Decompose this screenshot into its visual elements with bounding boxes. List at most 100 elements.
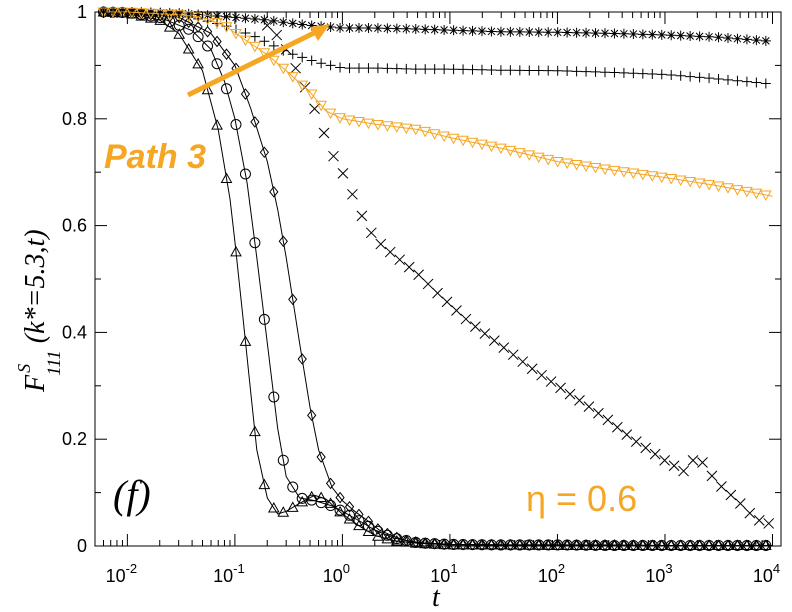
x-tick-base: 10 xyxy=(430,566,450,586)
data-point xyxy=(403,261,415,273)
data-point xyxy=(363,515,374,528)
data-point xyxy=(286,72,299,83)
data-point xyxy=(723,539,733,552)
data-point xyxy=(732,33,743,44)
data-point xyxy=(742,539,752,552)
data-point xyxy=(637,29,648,40)
data-point xyxy=(599,67,610,78)
data-point xyxy=(640,442,652,454)
data-point xyxy=(316,451,326,463)
data-point xyxy=(583,401,595,412)
data-point xyxy=(268,391,280,403)
data-point xyxy=(665,174,678,185)
data-point xyxy=(391,23,402,34)
data-point xyxy=(684,539,696,550)
data-point xyxy=(619,539,629,551)
data-point xyxy=(734,498,746,509)
data-point xyxy=(296,495,309,507)
data-point xyxy=(685,71,696,82)
data-point xyxy=(666,69,677,80)
data-point xyxy=(220,22,233,33)
data-point xyxy=(581,66,592,77)
data-point xyxy=(580,161,592,173)
data-point xyxy=(703,539,715,550)
data-point xyxy=(438,131,450,143)
data-point xyxy=(305,89,318,101)
data-point xyxy=(173,10,186,21)
y-axis-label: FS 111 (k*=5.3,t) xyxy=(14,229,65,393)
data-point xyxy=(562,27,573,38)
data-point xyxy=(328,150,339,162)
data-point xyxy=(324,497,337,508)
data-point xyxy=(476,64,487,75)
data-point xyxy=(751,539,762,552)
data-point xyxy=(287,18,298,29)
data-point xyxy=(458,538,468,551)
data-point xyxy=(533,65,544,76)
data-point xyxy=(657,539,667,552)
data-point xyxy=(344,509,356,521)
data-point xyxy=(526,363,538,375)
data-point xyxy=(590,66,601,77)
data-point xyxy=(466,137,479,149)
data-point xyxy=(135,8,148,19)
data-point xyxy=(392,531,402,544)
data-point xyxy=(432,287,443,299)
data-point xyxy=(602,414,614,426)
data-point xyxy=(524,27,535,38)
data-point xyxy=(656,29,667,40)
data-point xyxy=(713,73,724,84)
data-point xyxy=(347,188,358,200)
data-point xyxy=(354,508,364,521)
data-point xyxy=(495,143,507,155)
series-line xyxy=(103,11,773,197)
data-point xyxy=(704,73,715,84)
data-point xyxy=(261,19,273,31)
data-point xyxy=(458,64,469,75)
data-point xyxy=(258,48,271,59)
data-point xyxy=(259,14,270,25)
data-point xyxy=(486,26,497,37)
data-point xyxy=(239,335,252,346)
y-tick-label: 0.6 xyxy=(62,216,87,236)
data-point xyxy=(694,72,705,83)
data-point xyxy=(706,470,718,482)
data-point xyxy=(324,108,337,120)
data-point xyxy=(382,63,393,74)
data-point xyxy=(562,539,572,551)
data-point xyxy=(599,28,610,39)
data-point xyxy=(297,19,308,30)
data-point xyxy=(543,27,554,38)
data-point xyxy=(240,88,251,100)
data-point xyxy=(674,539,687,550)
data-point xyxy=(381,532,394,544)
data-point xyxy=(344,501,355,513)
data-point xyxy=(365,227,377,239)
data-point xyxy=(467,538,478,551)
y-axis-label-main: F xyxy=(20,374,51,393)
data-point xyxy=(249,13,260,24)
data-point xyxy=(731,185,744,196)
data-point xyxy=(609,28,620,39)
data-point xyxy=(250,116,260,128)
data-point xyxy=(401,534,411,547)
data-point xyxy=(344,63,355,74)
eta-label: η = 0.6 xyxy=(526,478,637,519)
x-tick-exp: 4 xyxy=(773,561,780,576)
data-point xyxy=(741,76,752,87)
data-point xyxy=(375,238,387,250)
data-point xyxy=(545,376,557,387)
data-point xyxy=(192,57,204,69)
data-point xyxy=(325,60,336,71)
data-point xyxy=(318,127,330,139)
y-axis-label-sub: 111 xyxy=(44,350,65,376)
data-point xyxy=(164,7,175,18)
data-point xyxy=(722,74,733,85)
data-point xyxy=(353,23,364,34)
data-point xyxy=(448,64,459,75)
data-point xyxy=(543,65,554,76)
data-point xyxy=(211,18,223,29)
data-point xyxy=(552,27,563,38)
data-point xyxy=(552,65,563,76)
